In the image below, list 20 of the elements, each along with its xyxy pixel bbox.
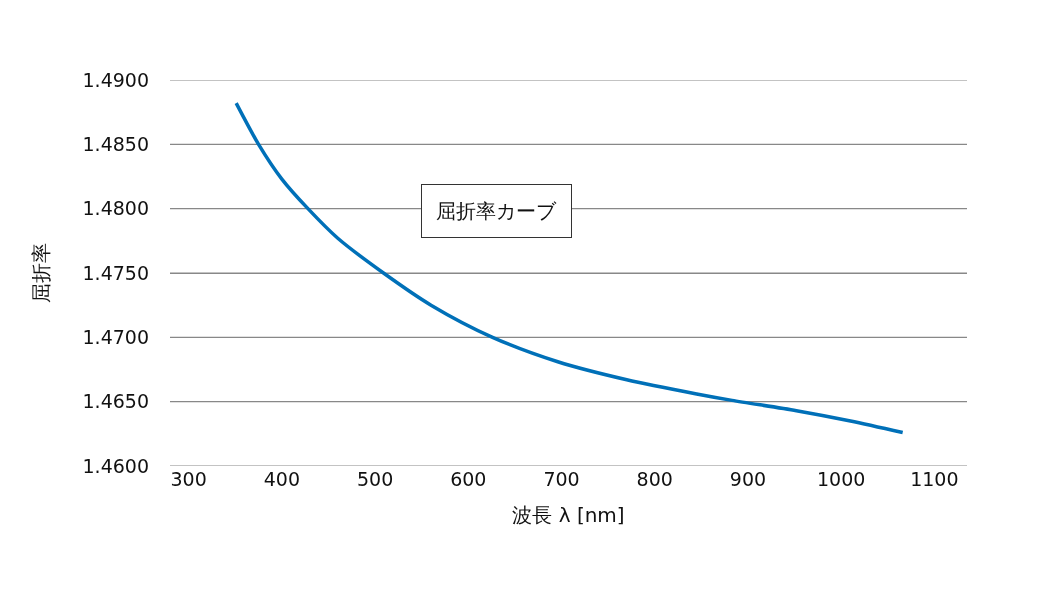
y-tick-label: 1.4850 — [82, 132, 149, 155]
x-tick-label: 600 — [450, 468, 487, 490]
x-tick-label: 800 — [636, 468, 673, 490]
x-tick-label: 400 — [263, 468, 300, 490]
x-tick-label: 1100 — [910, 468, 959, 490]
x-tick-label: 900 — [729, 468, 767, 490]
x-tick-label: 700 — [543, 468, 580, 490]
x-tick-label: 300 — [170, 468, 207, 490]
x-tick-label: 500 — [356, 468, 394, 490]
y-tick-label: 1.4900 — [82, 68, 149, 91]
y-tick-label: 1.4650 — [82, 390, 149, 413]
y-tick-label: 1.4600 — [82, 454, 149, 477]
y-axis-title: 屈折率 — [29, 243, 54, 303]
x-axis-title: 波長 λ [nm] — [512, 502, 625, 527]
y-tick-label: 1.4750 — [82, 261, 149, 284]
line-series — [234, 101, 905, 435]
annotation: 屈折率カーブ — [436, 199, 557, 223]
y-tick-label: 1.4700 — [82, 325, 149, 348]
x-tick-label: 1000 — [816, 468, 866, 490]
y-tick-label: 1.4800 — [82, 197, 149, 220]
